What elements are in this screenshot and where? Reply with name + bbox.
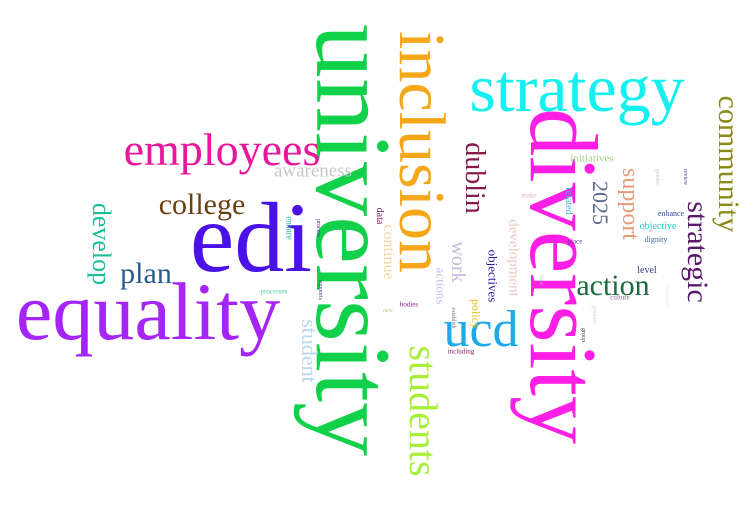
word-review: review xyxy=(682,168,688,186)
word-face: face xyxy=(538,275,544,285)
word-strategic: strategic xyxy=(681,201,714,303)
word-inclusive: inclusive xyxy=(664,286,670,308)
word-culture: culture xyxy=(610,293,630,302)
word-community: community xyxy=(712,95,745,233)
word-ensure: ensure xyxy=(284,216,295,240)
word-grounds: grounds xyxy=(591,305,597,325)
word-employees: employees xyxy=(123,124,321,175)
word-dublin: dublin xyxy=(459,142,490,214)
word-work: work xyxy=(447,241,469,283)
word-group: group xyxy=(580,328,586,342)
word-college: college xyxy=(158,188,246,221)
word-edi: edi xyxy=(189,182,313,293)
word-ucd: ucd xyxy=(443,301,519,358)
word-continue: continue xyxy=(380,224,397,280)
word-level: level xyxy=(637,265,657,276)
word-2025: 2025 xyxy=(588,181,613,225)
word-equality: equality xyxy=(15,266,281,357)
word-process: process xyxy=(315,219,321,237)
word-initiatives: initiatives xyxy=(570,152,614,165)
word-students: students xyxy=(401,345,446,477)
word-establish: establish xyxy=(450,307,456,329)
word-support: support xyxy=(617,168,643,240)
word-supports: supports xyxy=(317,279,323,301)
word-make: make xyxy=(521,191,537,200)
word-dignity: dignity xyxy=(644,235,668,244)
word-awareness: awareness xyxy=(273,160,353,182)
word-student: student xyxy=(297,319,322,383)
word-enhance: enhance xyxy=(657,209,685,218)
word-gender: gender xyxy=(654,168,660,186)
word-related: related xyxy=(563,187,574,215)
word-actions: actions xyxy=(433,267,449,305)
word-including: including xyxy=(447,347,475,356)
word-data: data xyxy=(374,207,385,225)
word-inclusion: inclusion xyxy=(385,31,458,273)
word-plan: plan xyxy=(120,257,172,290)
word-policy: policy xyxy=(469,299,483,329)
word-objectives: objectives xyxy=(485,249,501,303)
word-new: new xyxy=(383,308,393,314)
word-bodies: bodies xyxy=(399,300,419,309)
word-objective: objective xyxy=(639,221,677,232)
word-processes: processes xyxy=(260,287,288,296)
word-development: development xyxy=(505,219,522,297)
word-develop: develop xyxy=(87,202,116,286)
word-strategy: strategy xyxy=(469,50,685,126)
word-action: action xyxy=(576,269,650,302)
word-place: place xyxy=(567,237,583,246)
